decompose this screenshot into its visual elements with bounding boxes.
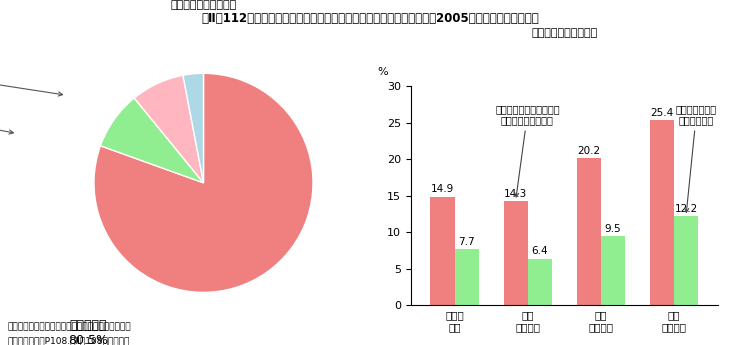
Bar — [674, 216, 698, 305]
Wedge shape — [101, 98, 204, 183]
Bar — [454, 249, 479, 305]
Text: 14.9: 14.9 — [431, 184, 454, 194]
Wedge shape — [183, 73, 204, 183]
Bar — [431, 197, 454, 305]
Text: 注：推計方法はP108.図Ⅱ－108の注釈参照: 注：推計方法はP108.図Ⅱ－108の注釈参照 — [7, 336, 129, 345]
Bar — [576, 158, 601, 305]
Text: 図Ⅱ－112　一般世帯数の割合、一般世帯に占める高齢者世帯の割合（2005年、農業地域類型別）: 図Ⅱ－112 一般世帯数の割合、一般世帯に占める高齢者世帯の割合（2005年、農… — [201, 12, 539, 24]
Bar — [503, 201, 528, 305]
Wedge shape — [134, 75, 204, 183]
Text: 都市的地域
80.5%: 都市的地域 80.5% — [69, 319, 109, 345]
Polygon shape — [722, 7, 734, 29]
Text: 中間農業地域 7.9%: 中間農業地域 7.9% — [0, 104, 13, 134]
Text: 6.4: 6.4 — [531, 246, 548, 256]
Text: 14.3: 14.3 — [504, 189, 528, 199]
Wedge shape — [94, 73, 313, 292]
Y-axis label: %: % — [377, 68, 389, 78]
Bar — [528, 259, 552, 305]
Text: 20.2: 20.2 — [577, 146, 600, 156]
Polygon shape — [6, 7, 18, 29]
Text: 7.7: 7.7 — [458, 237, 475, 247]
Text: 資料：総務省「国勢調査」を基に農林水産省で推計: 資料：総務省「国勢調査」を基に農林水産省で推計 — [7, 323, 131, 332]
Text: 山間農業地域 3.0%: 山間農業地域 3.0% — [0, 62, 63, 96]
Bar — [601, 236, 625, 305]
Text: 親族世帯のうち、世帯員
が全員高齢者の世帯: 親族世帯のうち、世帯員 が全員高齢者の世帯 — [495, 104, 559, 197]
Text: 12.2: 12.2 — [674, 204, 698, 214]
Text: （一般世帯数の割合）: （一般世帯数の割合） — [170, 0, 237, 10]
Text: 9.5: 9.5 — [605, 224, 621, 234]
Text: 25.4: 25.4 — [650, 108, 673, 118]
Bar — [650, 120, 674, 305]
Text: 世帯員が１人の
世帯（内数）: 世帯員が１人の 世帯（内数） — [676, 104, 717, 212]
Text: （高齢者世帯の割合）: （高齢者世帯の割合） — [531, 28, 597, 38]
